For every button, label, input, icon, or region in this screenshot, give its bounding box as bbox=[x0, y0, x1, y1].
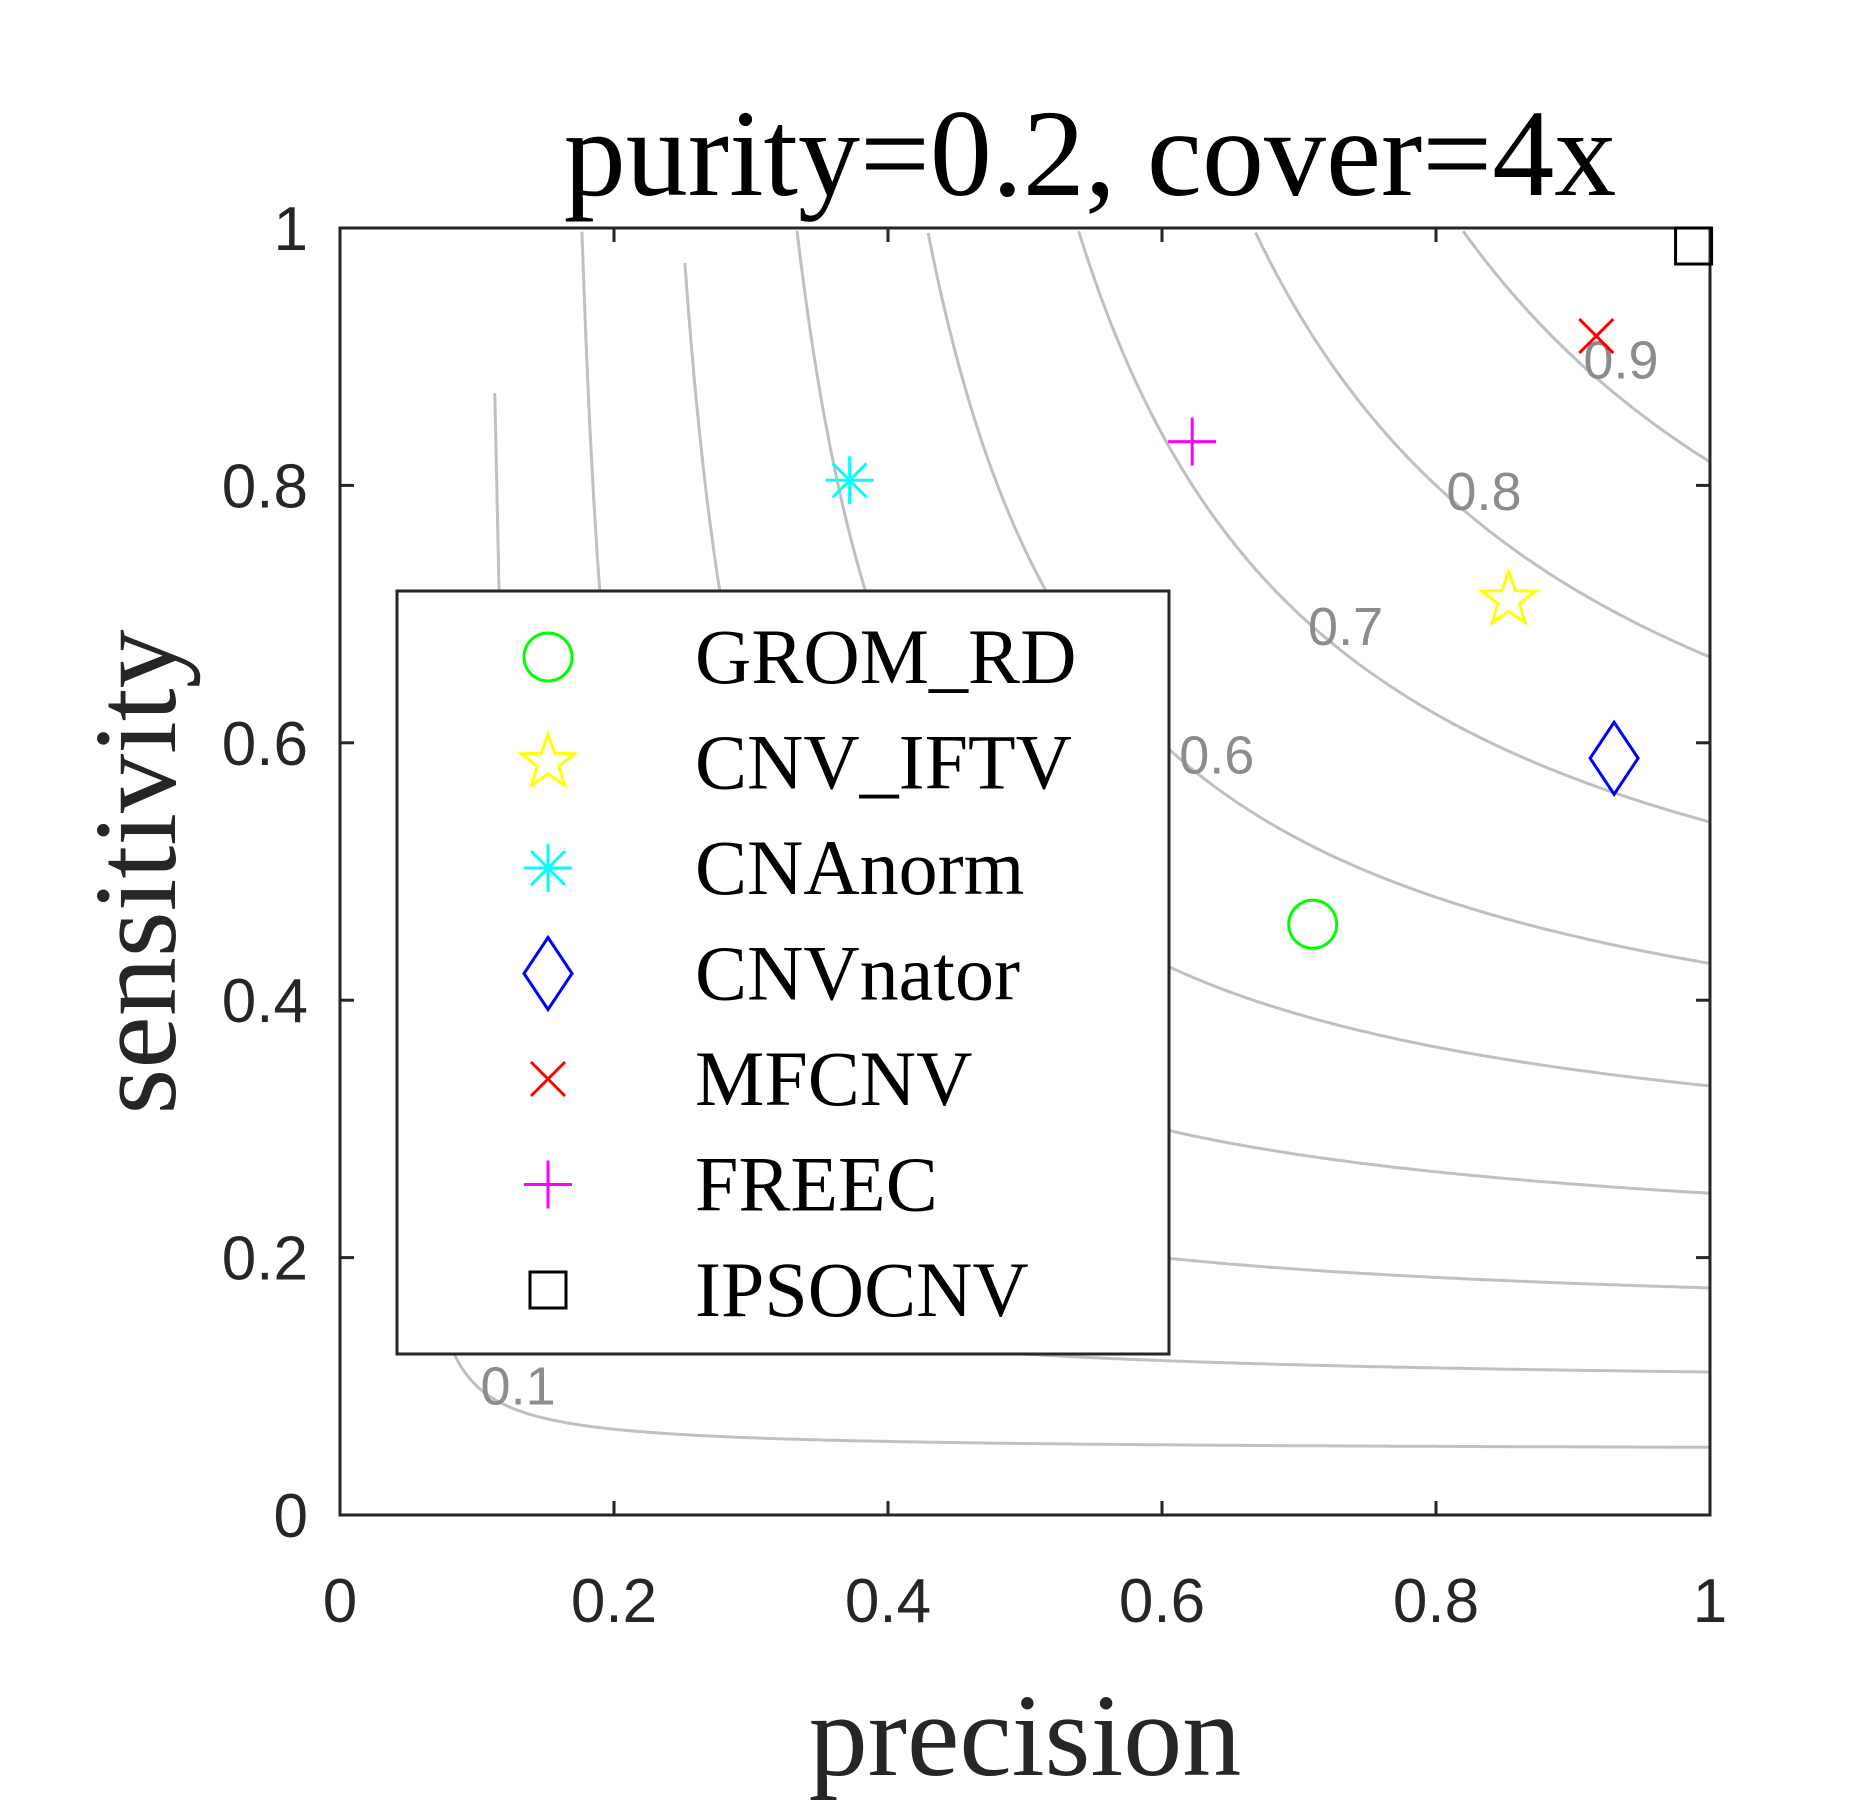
contour-labels: 0.1 0.6 0.7 0.8 0.9 bbox=[481, 331, 1659, 1417]
y-tick-label: 0.2 bbox=[222, 1225, 308, 1294]
chart-title: purity=0.2, cover=4x bbox=[564, 85, 1616, 222]
x-tick-label: 0.2 bbox=[571, 1567, 657, 1636]
y-tick-label: 0 bbox=[274, 1482, 308, 1551]
y-tick-label: 1 bbox=[274, 195, 308, 264]
legend-marker-cnvnator bbox=[522, 934, 574, 1013]
y-axis-label: sensitivity bbox=[70, 629, 201, 1114]
legend-marker-cnv-iftv bbox=[517, 730, 579, 789]
x-tick-labels: 0 0.2 0.4 0.6 0.8 1 bbox=[323, 1567, 1727, 1636]
plot-area-frame bbox=[338, 226, 1712, 1517]
axis-ticks bbox=[338, 226, 1712, 1517]
data-point-grom-rd bbox=[1287, 898, 1339, 950]
contour-label: 0.8 bbox=[1446, 462, 1521, 522]
data-point-cnvnator bbox=[1588, 719, 1640, 797]
legend: GROM_RD CNV_IFTV CNAnorm CNVnator MFCNV FREEC… bbox=[395, 589, 1171, 1356]
contour-line bbox=[1077, 230, 1711, 824]
contour-line bbox=[412, 646, 1710, 1449]
data-point-mfcnv bbox=[1578, 318, 1615, 355]
legend-marker-cnanorm bbox=[524, 844, 572, 892]
contour-label: 0.1 bbox=[481, 1356, 556, 1416]
data-points bbox=[825, 226, 1714, 950]
legend-entry-label: GROM_RD bbox=[695, 613, 1076, 700]
x-axis-label: precision bbox=[809, 1670, 1242, 1801]
legend-entry-label: IPSOCNV bbox=[695, 1246, 1029, 1333]
legend-marker-mfcnv bbox=[529, 1060, 567, 1098]
x-tick-label: 0.6 bbox=[1119, 1567, 1205, 1636]
x-tick-label: 0 bbox=[323, 1567, 357, 1636]
data-point-ipsocnv bbox=[1674, 226, 1714, 266]
contour-line bbox=[1461, 230, 1711, 464]
legend-marker-ipsocnv bbox=[528, 1270, 568, 1310]
x-tick-label: 0.4 bbox=[845, 1567, 931, 1636]
y-tick-label: 0.4 bbox=[222, 967, 308, 1036]
x-tick-label: 0.8 bbox=[1393, 1567, 1479, 1636]
y-tick-label: 0.6 bbox=[222, 710, 308, 779]
contour-label: 0.6 bbox=[1179, 726, 1254, 786]
data-point-freec bbox=[1168, 417, 1217, 466]
legend-marker-freec bbox=[524, 1160, 572, 1209]
legend-entry-label: CNV_IFTV bbox=[695, 719, 1072, 806]
legend-entry-label: CNVnator bbox=[695, 930, 1020, 1017]
contour-label: 0.9 bbox=[1583, 331, 1658, 391]
legend-entry-label: FREEC bbox=[695, 1141, 938, 1228]
data-point-cnv-iftv bbox=[1477, 567, 1540, 627]
contour-label: 0.7 bbox=[1308, 597, 1383, 657]
x-tick-label: 1 bbox=[1693, 1567, 1727, 1636]
contour-line bbox=[1254, 231, 1711, 659]
legend-entry-label: MFCNV bbox=[695, 1035, 972, 1122]
y-tick-labels: 0 0.2 0.4 0.6 0.8 1 bbox=[222, 195, 308, 1551]
y-tick-label: 0.8 bbox=[222, 452, 308, 521]
legend-marker-grom-rd bbox=[522, 631, 574, 683]
data-point-cnanorm bbox=[825, 456, 874, 505]
legend-entry-label: CNAnorm bbox=[695, 824, 1024, 911]
